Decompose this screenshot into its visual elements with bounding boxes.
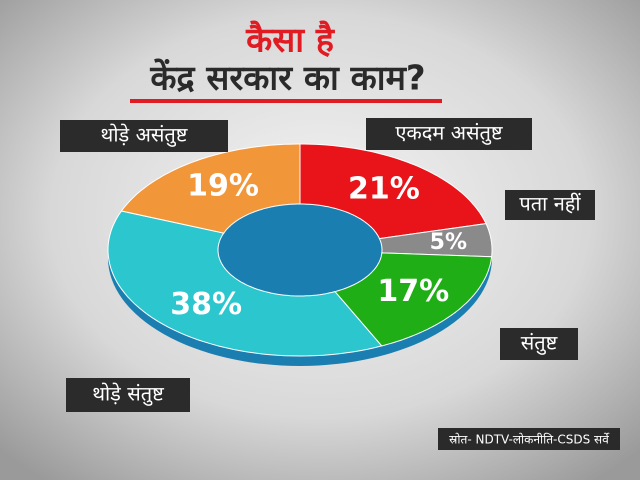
value-label: 17% [377,274,449,309]
category-label: संतुष्ट [521,331,558,356]
category-box [60,120,228,152]
category-box [500,328,578,360]
slice [120,143,301,234]
value-label: 19% [187,169,259,204]
source-box [438,428,620,450]
source: स्रोत- NDTV-लोकनीति-CSDS सर्वे [449,433,610,447]
chart-subtitle: केंद्र सरकार का काम? [149,58,425,99]
category-label: थोड़े असंतुष्ट [101,123,188,148]
category-label: थोड़े संतुष्ट [92,382,164,407]
chart-title: कैसा है [245,20,336,61]
category-label: एकदम असंतुष्ट [395,121,503,146]
category-box [366,118,532,150]
category-box [505,190,595,220]
category-box [66,378,190,412]
value-label: 21% [348,171,420,206]
value-label: 5% [430,230,467,255]
value-label: 38% [170,287,242,322]
category-label: पता नहीं [519,192,581,216]
